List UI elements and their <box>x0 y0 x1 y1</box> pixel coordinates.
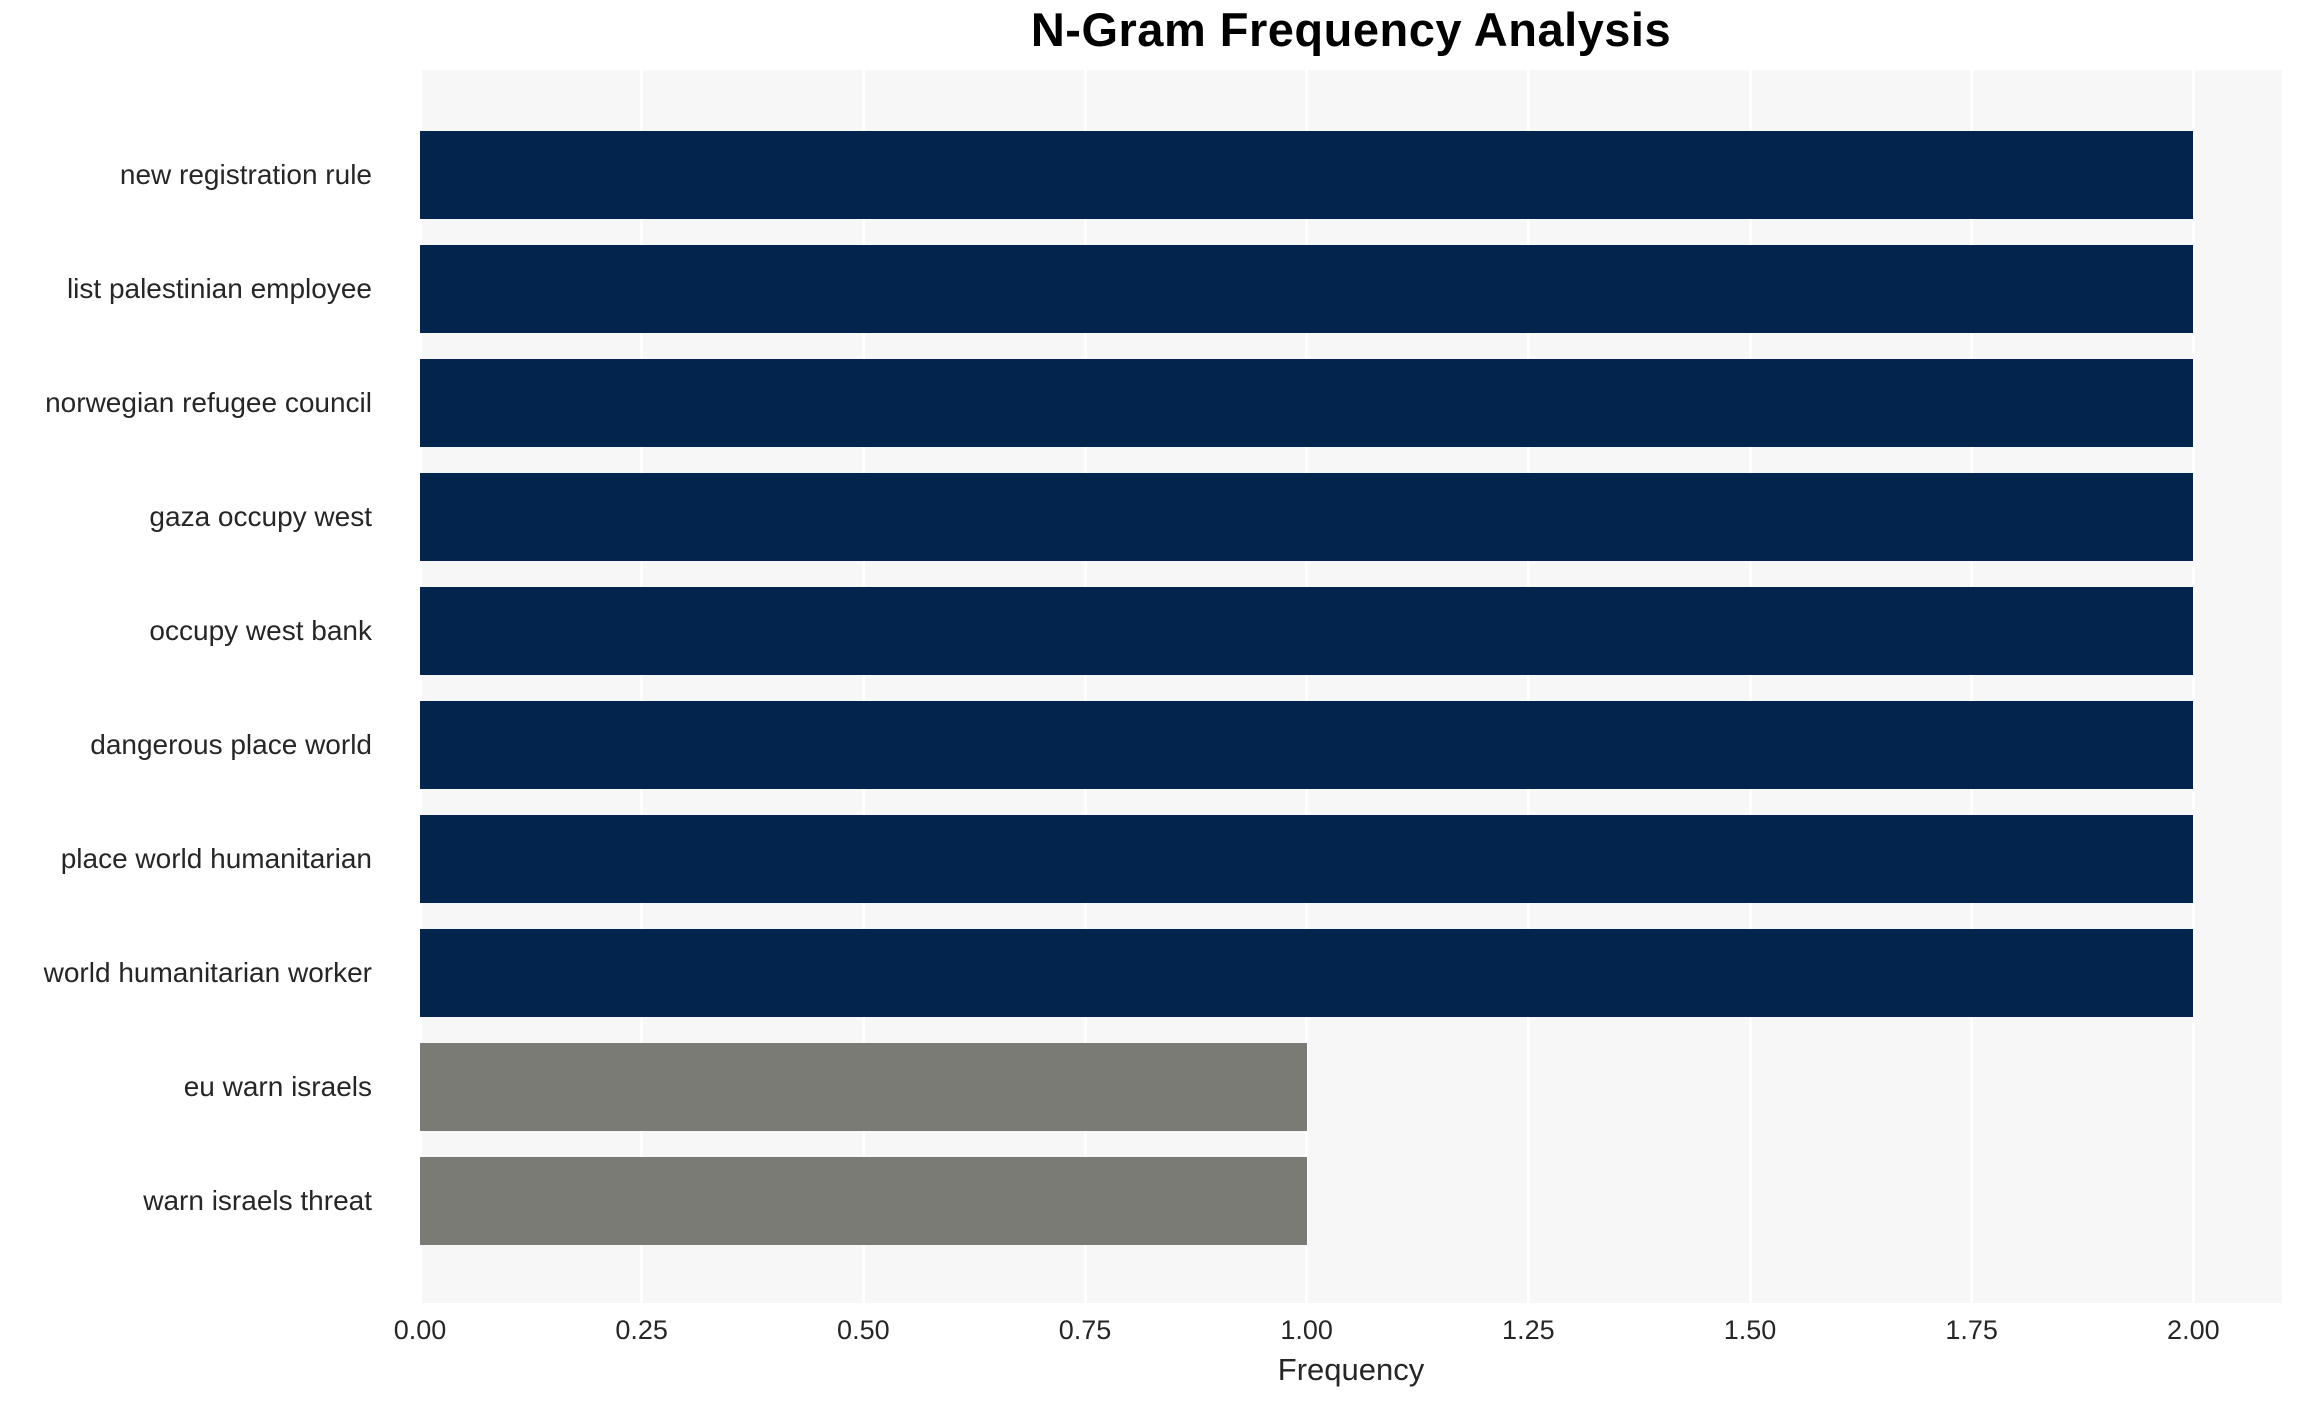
y-axis-label: world humanitarian worker <box>43 957 372 988</box>
bar <box>420 928 2194 1018</box>
x-axis-tick: 0.00 <box>393 1315 447 1345</box>
bar <box>420 586 2194 676</box>
y-axis-category-labels: new registration rule list palestinian em… <box>0 118 396 1258</box>
bar-row <box>420 688 2282 802</box>
bar-row <box>420 1144 2282 1258</box>
gridline-x-1.75 <box>1970 70 1974 1303</box>
y-axis-label: norwegian refugee council <box>45 387 372 418</box>
x-axis-tick: 1.00 <box>1280 1315 1333 1345</box>
gridline-x-0 <box>418 70 422 1303</box>
gridline-x-0.75 <box>1083 70 1087 1303</box>
x-axis-tick: 1.25 <box>1502 1315 1555 1345</box>
x-axis-tick: 0.50 <box>837 1315 890 1345</box>
y-axis-label: place world humanitarian <box>60 843 372 874</box>
bar-row <box>420 916 2282 1030</box>
x-axis-tick-labels: 0.00 0.25 0.50 0.75 1.00 1.25 1.50 1.75 2.00 <box>394 1315 2282 1351</box>
x-axis-title: Frequency <box>1277 1352 1425 1387</box>
y-axis-label: eu warn israels <box>183 1071 372 1102</box>
bar <box>420 1042 1307 1132</box>
gridline-x-1 <box>1305 70 1309 1303</box>
gridline-x-0.5 <box>861 70 865 1303</box>
bar-row <box>420 346 2282 460</box>
bar-row <box>420 232 2282 346</box>
gridline-x-1.5 <box>1748 70 1752 1303</box>
bar <box>420 244 2194 334</box>
y-axis-label: warn israels threat <box>143 1185 372 1216</box>
bar <box>420 814 2194 904</box>
gridline-x-0.25 <box>640 70 644 1303</box>
bar-row <box>420 460 2282 574</box>
y-axis-label: dangerous place world <box>90 729 372 760</box>
x-axis-tick: 2.00 <box>2167 1315 2220 1345</box>
y-axis-label: list palestinian employee <box>66 273 372 304</box>
bar <box>420 472 2194 562</box>
gridline-x-2 <box>2191 70 2195 1303</box>
plot-area <box>418 70 2282 1303</box>
bar-row <box>420 118 2282 232</box>
chart-title: N-Gram Frequency Analysis <box>1030 3 1672 56</box>
bar <box>420 700 2194 790</box>
bar <box>420 1156 1307 1246</box>
y-axis-label: gaza occupy west <box>149 501 372 532</box>
x-axis-tick: 0.75 <box>1058 1315 1112 1345</box>
bar-rows <box>420 118 2282 1258</box>
gridline-x-1.25 <box>1526 70 1530 1303</box>
y-axis-label: new registration rule <box>119 159 372 190</box>
bar-row <box>420 802 2282 916</box>
bar <box>420 358 2194 448</box>
bar-row <box>420 1030 2282 1144</box>
x-axis-tick: 0.25 <box>615 1315 668 1345</box>
bar-row <box>420 574 2282 688</box>
y-axis-label: occupy west bank <box>149 615 372 646</box>
x-axis-tick: 1.50 <box>1723 1315 1777 1345</box>
bar <box>420 130 2194 220</box>
x-axis-tick: 1.75 <box>1945 1315 1998 1345</box>
